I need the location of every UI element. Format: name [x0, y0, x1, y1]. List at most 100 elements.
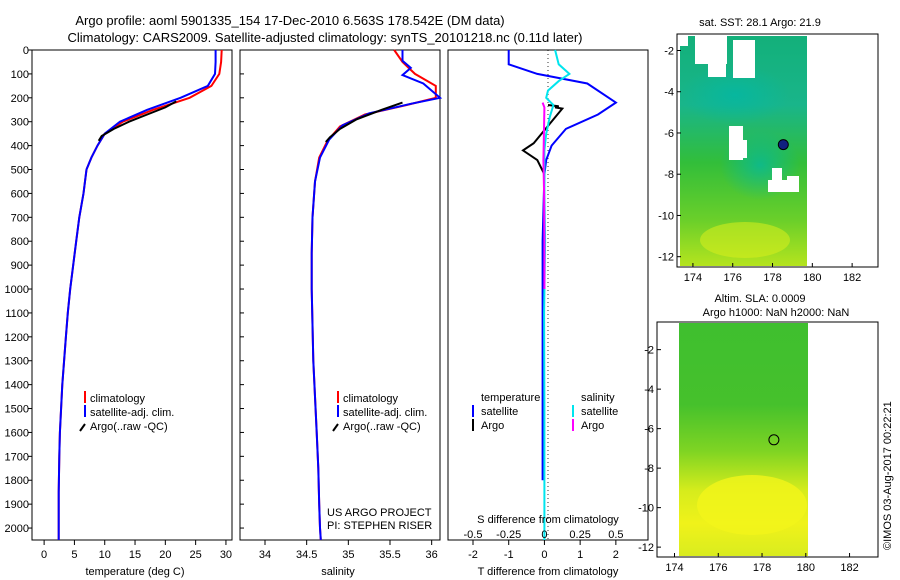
- x-tick-label: 1: [577, 549, 583, 561]
- temperature-panel: 0 5 10 15 20 25 300100200300400500600700800900…: [5, 45, 233, 578]
- x-tick-label: 0: [541, 549, 547, 561]
- series-line-argo-raw-qc-: [97, 100, 177, 142]
- x-tick-label: 36: [426, 549, 438, 561]
- legend-swatch-argo: [332, 423, 339, 432]
- y-tick-label: 100: [11, 69, 29, 81]
- map-x-tick-label: 174: [684, 272, 702, 284]
- x-tick-label: 34: [259, 549, 271, 561]
- sst-warm-patch: [700, 222, 790, 258]
- series-line-climatology: [57, 49, 223, 540]
- series-line-temperature-satellite: [507, 50, 618, 481]
- map-y-tick-label: -10: [638, 503, 654, 515]
- x-tick-label: 35.5: [379, 549, 400, 561]
- s-difference-label: S difference from climatology: [477, 514, 619, 526]
- legend-label-satellite-clim: satellite-adj. clim.: [90, 407, 174, 419]
- map-y-tick-label: -12: [658, 252, 674, 264]
- salinity-panel: 34 34.5 35 35.5 36 salinity climatology sate…: [239, 49, 443, 578]
- x-tick-label: 5: [71, 549, 77, 561]
- y-tick-label: 300: [11, 117, 29, 129]
- x-tick-label: -1: [504, 549, 514, 561]
- map-x-tick-label: 180: [803, 272, 821, 284]
- legend-label-temp-satellite: satellite: [481, 406, 518, 418]
- project-label: US ARGO PROJECT: [327, 507, 432, 519]
- legend-label-satellite-clim: satellite-adj. clim.: [343, 407, 427, 419]
- map-y-tick-label: -8: [644, 463, 654, 475]
- y-tick-label: 0: [23, 45, 29, 57]
- y-tick-label: 1000: [5, 284, 29, 296]
- map-y-tick-label: -12: [638, 542, 654, 554]
- x-tick-label: 10: [99, 549, 111, 561]
- legend-heading-temperature: temperature: [481, 392, 540, 404]
- legend-label-sal-argo: Argo: [581, 420, 604, 432]
- timestamp-stamp: ©IMOS 03-Aug-2017 00:22:21: [882, 401, 894, 550]
- legend-label-temp-argo: Argo: [481, 420, 504, 432]
- map-x-tick-label: 178: [763, 272, 781, 284]
- map-y-tick-label: -6: [664, 128, 674, 140]
- series-line-salinity-argo: [541, 102, 546, 289]
- map-x-tick-label: 180: [797, 562, 815, 574]
- y-tick-label: 700: [11, 212, 29, 224]
- x-tick-label: -2: [468, 549, 478, 561]
- t-difference-xlabel: T difference from climatology: [478, 566, 619, 578]
- x-tick-label: 15: [129, 549, 141, 561]
- legend-label-climatology: climatology: [90, 393, 146, 405]
- legend-label-argo: Argo(..raw -QC): [343, 421, 421, 433]
- map-y-tick-label: -2: [644, 345, 654, 357]
- y-tick-label: 1100: [5, 308, 29, 320]
- legend-label-argo: Argo(..raw -QC): [90, 421, 168, 433]
- y-tick-label: 800: [11, 236, 29, 248]
- series-line-climatology: [310, 49, 437, 541]
- sla-high-patch: [697, 475, 807, 535]
- salinity-legend: climatology satellite-adj. clim. Argo(..…: [332, 391, 427, 433]
- salinity-plot-frame: [239, 49, 441, 541]
- y-tick-label: 900: [11, 260, 29, 272]
- map-y-tick-label: -2: [664, 45, 674, 57]
- y-tick-label: 1700: [5, 451, 29, 463]
- sla-map-subtitle: Argo h1000: NaN h2000: NaN: [703, 307, 850, 319]
- sst-argo-marker: [777, 139, 789, 151]
- y-tick-label: 1500: [5, 404, 29, 416]
- pi-label: PI: STEPHEN RISER: [327, 520, 432, 532]
- x-tick-label: 0: [41, 549, 47, 561]
- legend-heading-salinity: salinity: [581, 392, 615, 404]
- map-x-tick-label: 176: [709, 562, 727, 574]
- y-tick-label: 400: [11, 141, 29, 153]
- map-y-tick-label: -6: [644, 424, 654, 436]
- y-tick-label: 1300: [5, 356, 29, 368]
- y-tick-label: 1800: [5, 475, 29, 487]
- y-tick-label: 500: [11, 165, 29, 177]
- x-tick-label: 34.5: [296, 549, 317, 561]
- x-tick-label: 25: [190, 549, 202, 561]
- map-y-tick-label: -8: [664, 169, 674, 181]
- map-x-tick-label: 178: [753, 562, 771, 574]
- y-tick-label: 1400: [5, 380, 29, 392]
- salinity-xlabel: salinity: [321, 566, 355, 578]
- figure-title: Argo profile: aoml 5901335_154 17-Dec-20…: [75, 13, 504, 28]
- series-line-argo-raw-qc-: [325, 101, 403, 143]
- sla-argo-marker: [768, 434, 780, 446]
- s-diff-tick-label: 0: [541, 529, 547, 541]
- x-tick-label: 35: [342, 549, 354, 561]
- y-tick-label: 2000: [5, 523, 29, 535]
- s-diff-tick-label: 0.5: [608, 529, 623, 541]
- series-line-satellite-adj-clim-: [310, 50, 443, 541]
- y-tick-label: 600: [11, 188, 29, 200]
- map-y-tick-label: -4: [644, 384, 654, 396]
- temperature-plot-frame: [31, 49, 233, 541]
- difference-panel: -2 -1 0 1 2 S difference from climatology -0…: [447, 49, 649, 578]
- map-x-tick-label: 176: [724, 272, 742, 284]
- sla-map-title: Altim. SLA: 0.0009: [714, 293, 805, 305]
- temperature-legend: climatology satellite-adj. clim. Argo(..…: [79, 391, 174, 433]
- sla-map-panel: Altim. SLA: 0.0009 Argo h1000: NaN h2000…: [638, 293, 879, 574]
- y-tick-label: 1600: [5, 427, 29, 439]
- map-y-tick-label: -10: [658, 210, 674, 222]
- y-tick-label: 1900: [5, 499, 29, 511]
- map-x-tick-label: 174: [665, 562, 683, 574]
- series-line-satellite-adj-clim-: [57, 50, 217, 540]
- sst-cool-patch: [680, 65, 790, 125]
- x-tick-label: 2: [613, 549, 619, 561]
- legend-label-climatology: climatology: [343, 393, 399, 405]
- map-x-tick-label: 182: [843, 272, 861, 284]
- s-diff-tick-label: 0.25: [569, 529, 590, 541]
